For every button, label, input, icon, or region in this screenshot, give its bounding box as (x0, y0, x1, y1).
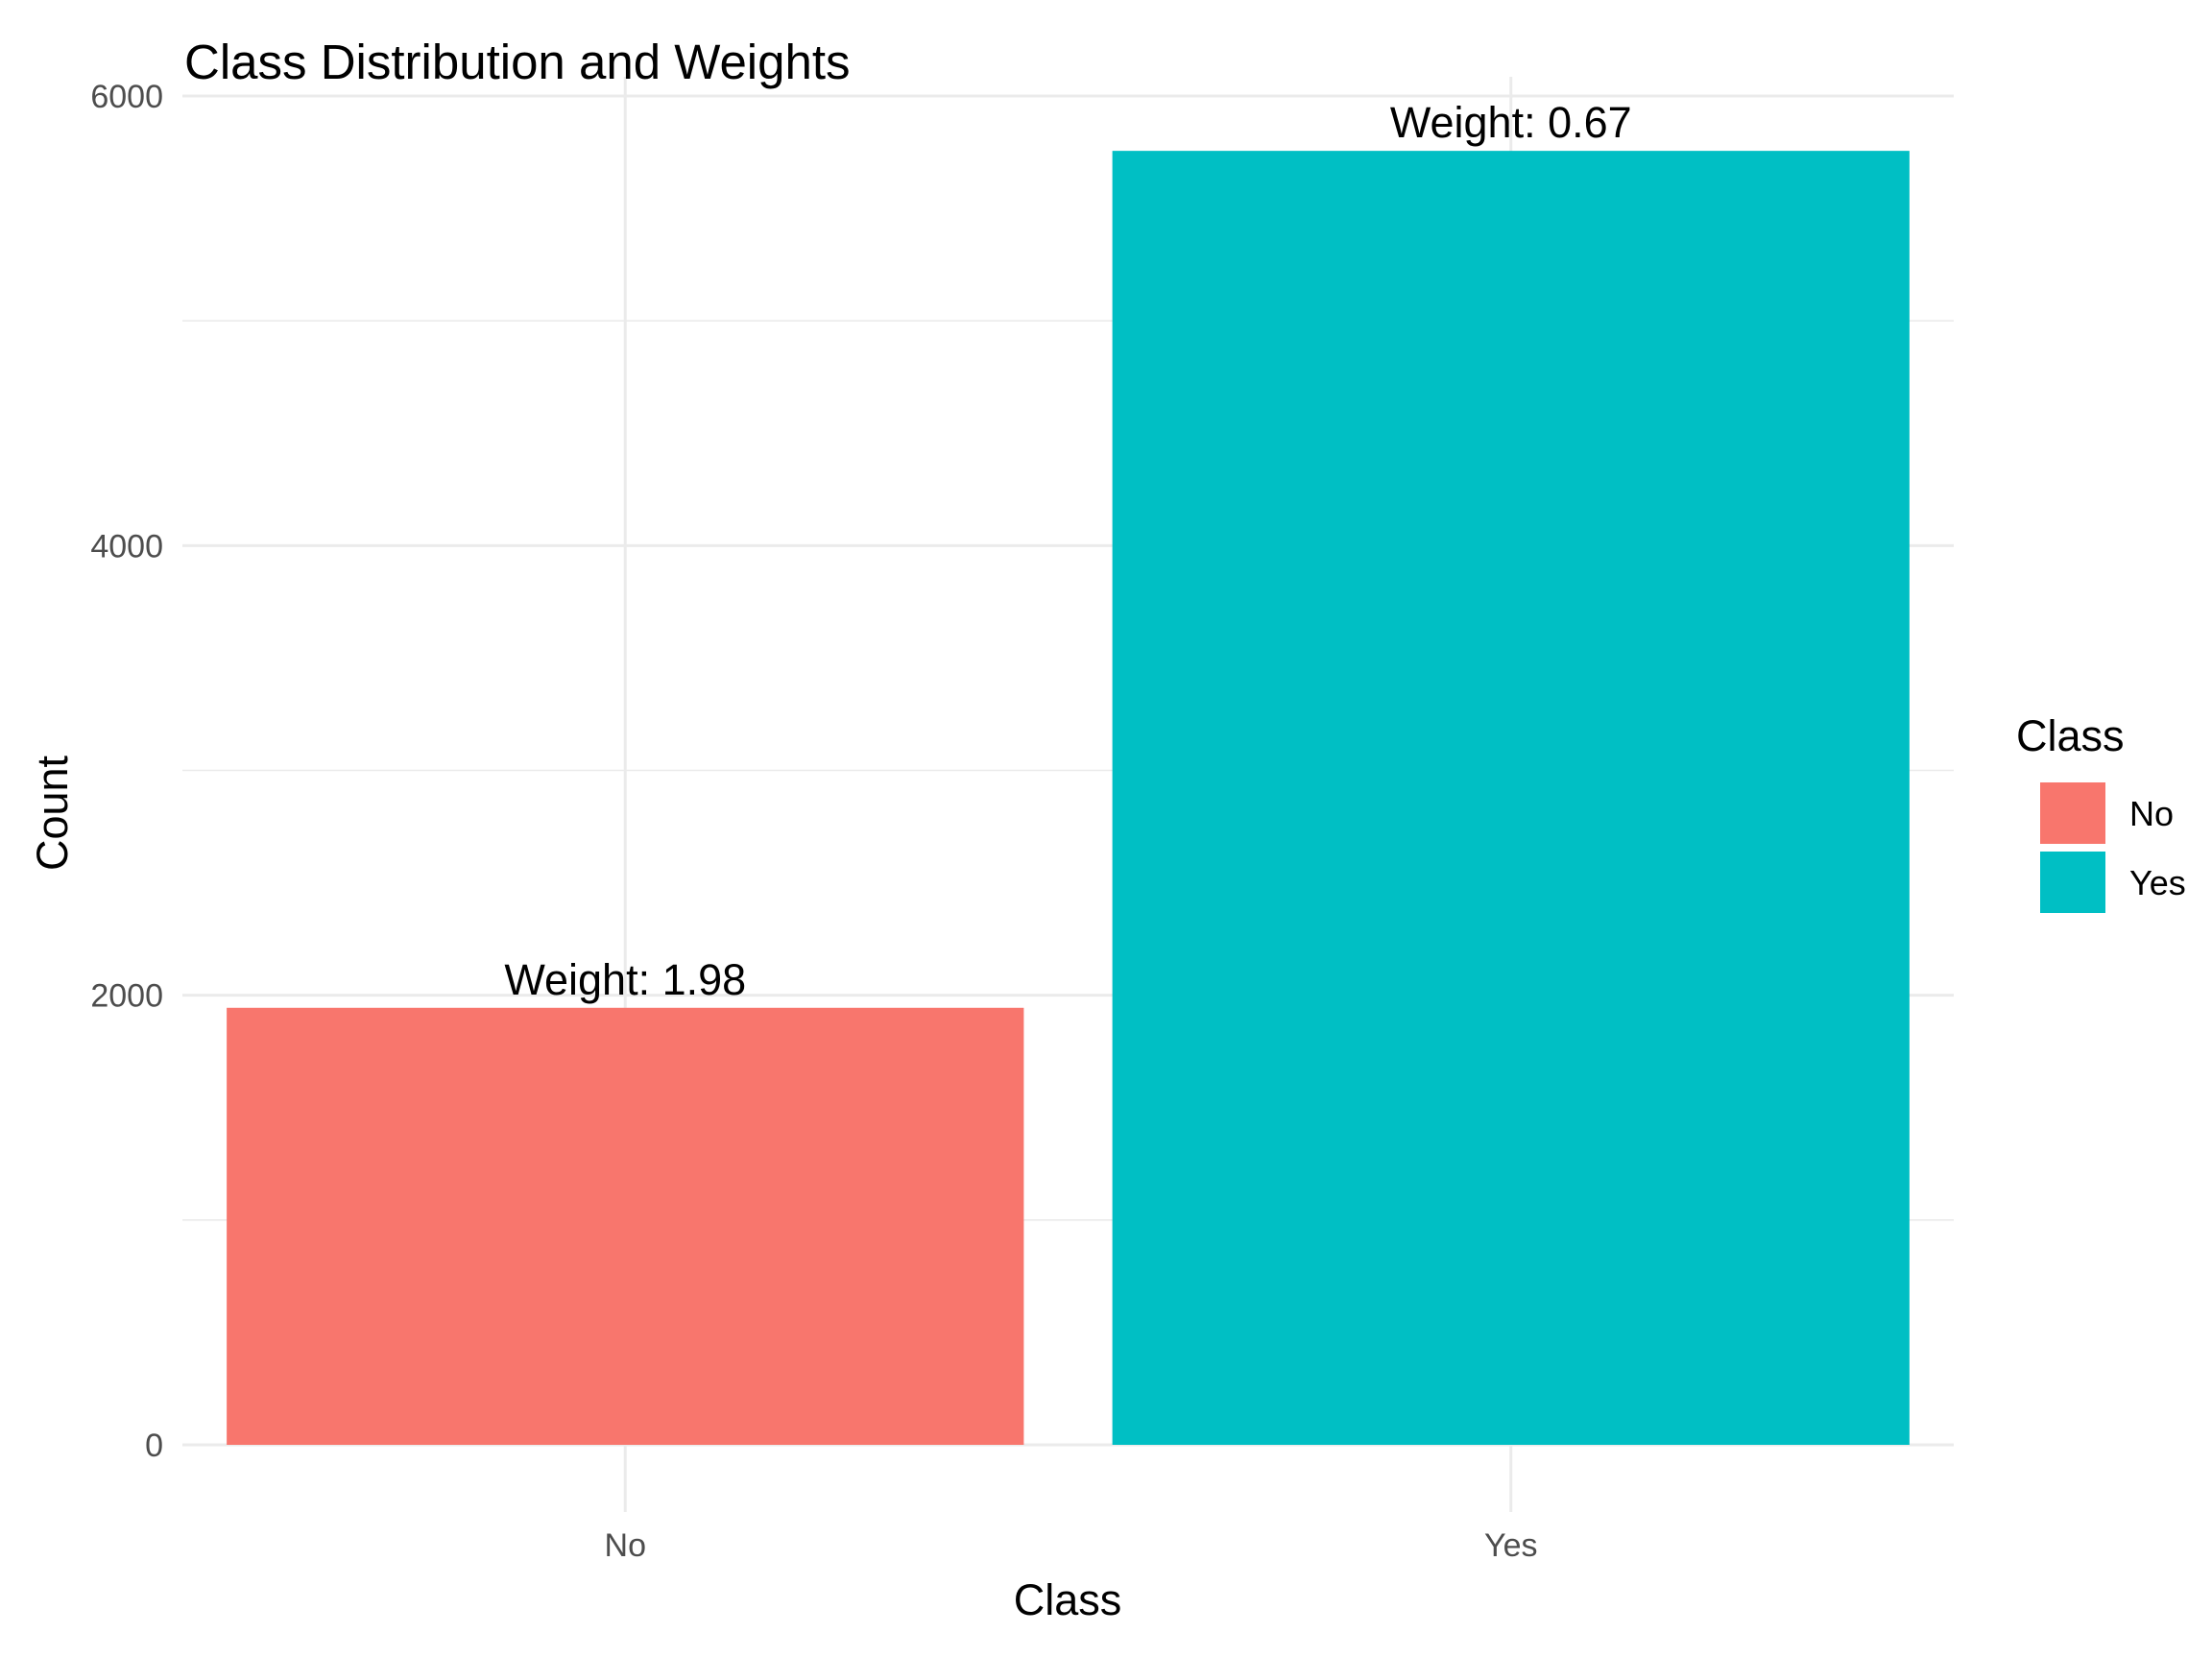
bar-yes (1112, 151, 1910, 1445)
legend-label-yes: Yes (2129, 863, 2186, 902)
legend-entries: No Yes (2040, 782, 2186, 913)
legend-label-no: No (2129, 794, 2174, 833)
x-tick-label-no: No (605, 1527, 646, 1564)
y-tick-label: 0 (145, 1428, 163, 1464)
bar-labels: Weight: 1.98 Weight: 0.67 (504, 98, 1631, 1004)
legend-swatch-no (2040, 782, 2105, 844)
y-tick-label: 4000 (90, 528, 163, 564)
bar-no (227, 1007, 1024, 1445)
x-tick-labels: No Yes (605, 1527, 1538, 1564)
legend-title: Class (2016, 711, 2125, 760)
bar-label-yes: Weight: 0.67 (1390, 98, 1632, 147)
x-tick-label-yes: Yes (1484, 1527, 1537, 1564)
y-tick-label: 2000 (90, 978, 163, 1015)
x-axis-title: Class (1014, 1575, 1122, 1624)
y-axis-title: Count (28, 755, 77, 871)
y-tick-labels: 0 2000 4000 6000 (90, 79, 163, 1464)
y-tick-label: 6000 (90, 79, 163, 115)
bars (227, 151, 1910, 1445)
bar-label-no: Weight: 1.98 (504, 955, 746, 1004)
legend: Class No Yes (2016, 711, 2186, 913)
legend-swatch-yes (2040, 852, 2105, 913)
chart-title: Class Distribution and Weights (184, 35, 851, 89)
